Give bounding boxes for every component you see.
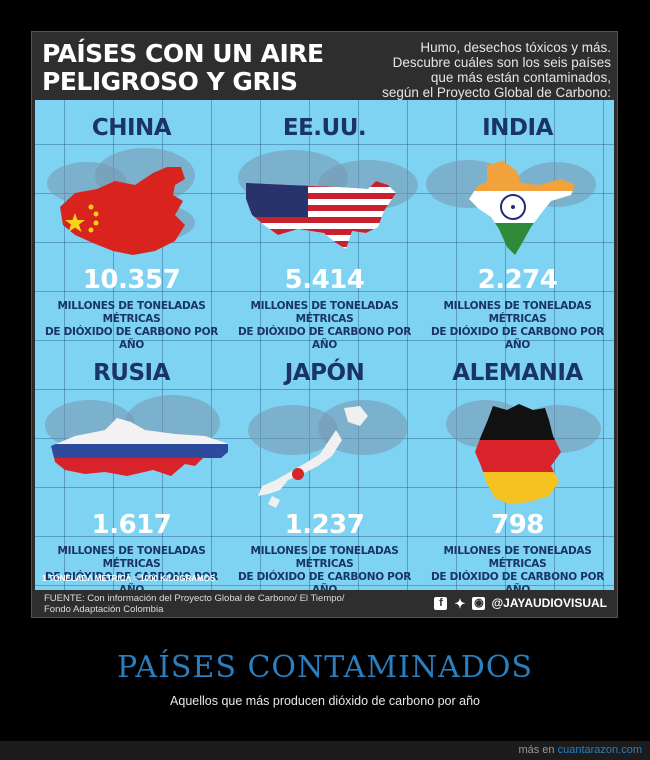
social-links: f ✦ ◉ @JAYAUDIOVISUAL — [434, 596, 607, 610]
country-card-china: CHINA 10.357 MILLONES DE TONELADAS MÉTRI… — [35, 100, 228, 351]
source-line-2: Fondo Adaptación Colombia — [44, 604, 164, 615]
co2-value: 10.357 — [82, 265, 181, 295]
infographic-footer: FUENTE: Con información del Proyecto Glo… — [32, 590, 617, 617]
co2-unit: MILLONES DE TONELADAS MÉTRICAS DE DIÓXID… — [35, 300, 228, 352]
unit-line-1: MILLONES DE TONELADAS MÉTRICAS — [250, 545, 399, 570]
subtitle-line-1: Humo, desechos tóxicos y más. — [420, 40, 611, 55]
facebook-icon[interactable]: f — [434, 596, 448, 610]
country-name: ALEMANIA — [452, 360, 583, 386]
infographic-title: PAÍSES CON UN AIRE PELIGROSO Y GRIS — [42, 40, 352, 96]
infographic: PAÍSES CON UN AIRE PELIGROSO Y GRIS Humo… — [31, 31, 618, 618]
conversion-note: 1 TONELADA MÉTRICA = 1000 KILOGRAMOS — [42, 574, 216, 583]
post-title: PAÍSES CONTAMINADOS — [116, 650, 533, 685]
subtitle-line-4: según el Proyecto Global de Carbono: — [382, 85, 611, 100]
india-flag-map-icon — [469, 161, 575, 255]
co2-unit: MILLONES DE TONELADAS MÉTRICAS DE DIÓXID… — [421, 545, 614, 597]
unit-line-1: MILLONES DE TONELADAS MÉTRICAS — [443, 545, 592, 570]
unit-line-2: DE DIÓXIDO DE CARBONO POR AÑO — [238, 326, 411, 351]
russia-flag-map-icon — [51, 418, 228, 476]
country-card-germany: ALEMANIA 798 MILLONES DE TONELADAS MÉTRI… — [421, 345, 614, 596]
country-card-usa: EE.UU. 5.414 MIL — [228, 100, 421, 351]
country-name: EE.UU. — [282, 115, 367, 141]
instagram-icon[interactable]: ◉ — [472, 596, 486, 610]
country-card-india: INDIA 2.274 MILLONES DE TONELADAS MÉTRIC… — [421, 100, 614, 351]
infographic-header: PAÍSES CON UN AIRE PELIGROSO Y GRIS Humo… — [32, 32, 617, 100]
subtitle-line-3: que más están contaminados, — [430, 70, 611, 85]
title-line-2: PELIGROSO Y GRIS — [42, 67, 298, 96]
more-link[interactable]: más en cuantarazon.com — [518, 744, 642, 756]
co2-value: 1.617 — [91, 510, 172, 540]
country-card-japan: JAPÓN 1.237 MILLONES DE TONELADAS MÉTRIC… — [228, 345, 421, 596]
bottom-bar: más en cuantarazon.com — [0, 741, 650, 760]
site-link[interactable]: cuantarazon.com — [557, 744, 642, 756]
co2-unit: MILLONES DE TONELADAS MÉTRICAS DE DIÓXID… — [35, 545, 228, 597]
country-card-russia: RUSIA 1.617 MILLONES DE TONELADAS MÉTRIC… — [35, 345, 228, 596]
country-name: CHINA — [91, 115, 172, 141]
twitter-icon[interactable]: ✦ — [454, 595, 466, 611]
japan-flag-map-icon — [258, 406, 368, 508]
countries-panel: CHINA 10.357 MILLONES DE TONELADAS MÉTRI… — [35, 100, 614, 596]
unit-line-1: MILLONES DE TONELADAS MÉTRICAS — [57, 545, 206, 570]
more-label: más en — [518, 744, 555, 756]
usa-flag-map-icon — [246, 181, 396, 249]
co2-value: 798 — [491, 510, 544, 540]
post-subtitle: Aquellos que más producen dióxido de car… — [170, 694, 480, 708]
source-line-1: FUENTE: Con información del Proyecto Glo… — [44, 593, 345, 604]
social-handle[interactable]: @JAYAUDIOVISUAL — [491, 596, 607, 610]
unit-line-2: DE DIÓXIDO DE CARBONO POR AÑO — [45, 326, 218, 351]
infographic-subtitle: Humo, desechos tóxicos y más. Descubre c… — [341, 40, 611, 100]
unit-line-1: MILLONES DE TONELADAS MÉTRICAS — [57, 300, 206, 325]
china-flag-map-icon — [60, 167, 185, 255]
unit-line-2: DE DIÓXIDO DE CARBONO POR AÑO — [431, 326, 604, 351]
title-line-1: PAÍSES CON UN AIRE — [42, 39, 324, 68]
co2-value: 2.274 — [477, 265, 558, 295]
source-text: FUENTE: Con información del Proyecto Glo… — [44, 593, 384, 615]
country-name: JAPÓN — [284, 360, 365, 386]
co2-value: 1.237 — [284, 510, 365, 540]
country-name: INDIA — [482, 115, 553, 141]
subtitle-line-2: Descubre cuáles son los seis países — [392, 55, 611, 70]
country-name: RUSIA — [93, 360, 170, 386]
germany-flag-map-icon — [475, 404, 561, 504]
co2-unit: MILLONES DE TONELADAS MÉTRICAS DE DIÓXID… — [228, 300, 421, 352]
co2-unit: MILLONES DE TONELADAS MÉTRICAS DE DIÓXID… — [421, 300, 614, 352]
unit-line-1: MILLONES DE TONELADAS MÉTRICAS — [443, 300, 592, 325]
unit-line-1: MILLONES DE TONELADAS MÉTRICAS — [250, 300, 399, 325]
co2-value: 5.414 — [284, 265, 365, 295]
